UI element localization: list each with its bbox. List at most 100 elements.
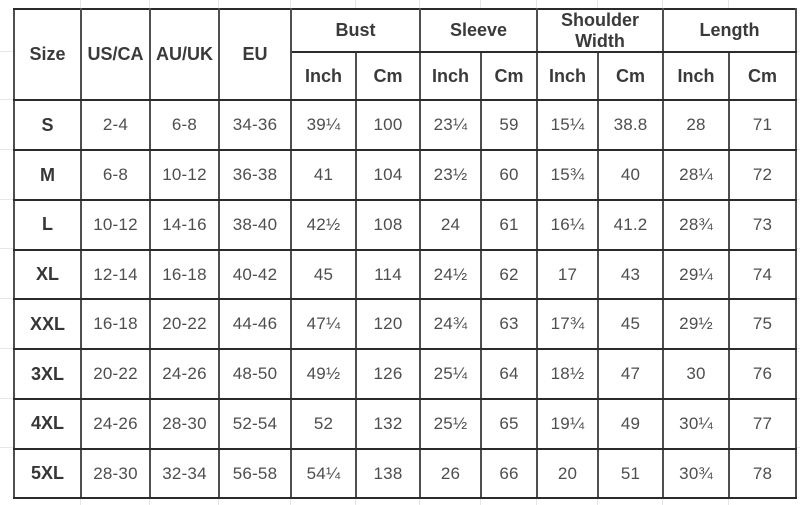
sleeve-cm-value: 63 bbox=[480, 298, 538, 351]
unit-header-bust-inch: Inch bbox=[290, 51, 357, 102]
bust-inch-value: 45 bbox=[290, 248, 357, 301]
column-header-au-uk: AU/UK bbox=[149, 7, 220, 102]
unit-header-sleeve-cm: Cm bbox=[480, 51, 538, 102]
shoulder-inch-value: 17¾ bbox=[536, 298, 599, 351]
length-cm-value: 75 bbox=[728, 298, 798, 351]
us-ca-value: 28-30 bbox=[80, 447, 151, 500]
sleeve-inch-value: 23½ bbox=[419, 149, 482, 201]
sleeve-cm-value: 61 bbox=[480, 198, 538, 251]
sleeve-inch-value: 24¾ bbox=[419, 298, 482, 351]
shoulder-cm-value: 38.8 bbox=[596, 99, 665, 152]
size-label: XL bbox=[13, 248, 82, 301]
bust-inch-value: 52 bbox=[290, 397, 357, 450]
length-inch-value: 28¼ bbox=[662, 149, 731, 201]
column-group-bust: Bust bbox=[290, 7, 421, 54]
unit-header-length-inch: Inch bbox=[662, 51, 731, 102]
us-ca-value: 2-4 bbox=[80, 99, 151, 152]
bust-cm-value: 132 bbox=[355, 397, 421, 450]
shoulder-cm-value: 41.2 bbox=[596, 198, 665, 251]
shoulder-inch-value: 18½ bbox=[536, 348, 599, 400]
unit-header-shoulder-cm: Cm bbox=[596, 51, 665, 102]
eu-value: 38-40 bbox=[218, 198, 292, 251]
size-label: 5XL bbox=[13, 447, 82, 500]
us-ca-value: 24-26 bbox=[80, 397, 151, 450]
table-row-xl: XL 12-14 16-18 40-42 45 114 24½ 62 17 43… bbox=[13, 248, 798, 301]
au-uk-value: 24-26 bbox=[149, 348, 220, 400]
au-uk-value: 28-30 bbox=[149, 397, 220, 450]
length-inch-value: 28 bbox=[662, 99, 731, 152]
shoulder-inch-value: 16¼ bbox=[536, 198, 599, 251]
au-uk-value: 32-34 bbox=[149, 447, 220, 500]
eu-value: 56-58 bbox=[218, 447, 292, 500]
column-group-sleeve: Sleeve bbox=[419, 7, 538, 54]
shoulder-inch-value: 19¼ bbox=[536, 397, 599, 450]
bust-inch-value: 41 bbox=[290, 149, 357, 201]
bust-inch-value: 47¼ bbox=[290, 298, 357, 351]
eu-value: 40-42 bbox=[218, 248, 292, 301]
sleeve-inch-value: 25¼ bbox=[419, 348, 482, 400]
length-inch-value: 30¾ bbox=[662, 447, 731, 500]
table-row-3xl: 3XL 20-22 24-26 48-50 49½ 126 25¼ 64 18½… bbox=[13, 348, 798, 400]
sleeve-cm-value: 64 bbox=[480, 348, 538, 400]
us-ca-value: 12-14 bbox=[80, 248, 151, 301]
us-ca-value: 16-18 bbox=[80, 298, 151, 351]
column-header-size: Size bbox=[13, 7, 82, 102]
au-uk-value: 14-16 bbox=[149, 198, 220, 251]
eu-value: 52-54 bbox=[218, 397, 292, 450]
au-uk-value: 20-22 bbox=[149, 298, 220, 351]
au-uk-value: 6-8 bbox=[149, 99, 220, 152]
shoulder-inch-value: 20 bbox=[536, 447, 599, 500]
au-uk-value: 10-12 bbox=[149, 149, 220, 201]
bust-cm-value: 100 bbox=[355, 99, 421, 152]
shoulder-cm-value: 47 bbox=[596, 348, 665, 400]
bust-cm-value: 114 bbox=[355, 248, 421, 301]
bust-cm-value: 104 bbox=[355, 149, 421, 201]
bust-inch-value: 39¼ bbox=[290, 99, 357, 152]
length-inch-value: 29¼ bbox=[662, 248, 731, 301]
bust-inch-value: 49½ bbox=[290, 348, 357, 400]
bust-cm-value: 120 bbox=[355, 298, 421, 351]
bust-cm-value: 108 bbox=[355, 198, 421, 251]
length-cm-value: 78 bbox=[728, 447, 798, 500]
size-label: XXL bbox=[13, 298, 82, 351]
shoulder-inch-value: 15¼ bbox=[536, 99, 599, 152]
column-header-eu: EU bbox=[218, 7, 292, 102]
unit-header-sleeve-inch: Inch bbox=[419, 51, 482, 102]
column-group-length: Length bbox=[662, 7, 798, 54]
eu-value: 36-38 bbox=[218, 149, 292, 201]
bust-inch-value: 42½ bbox=[290, 198, 357, 251]
size-label: S bbox=[13, 99, 82, 152]
table-row-5xl: 5XL 28-30 32-34 56-58 54¼ 138 26 66 20 5… bbox=[13, 447, 798, 500]
table-row-4xl: 4XL 24-26 28-30 52-54 52 132 25½ 65 19¼ … bbox=[13, 397, 798, 450]
shoulder-inch-value: 15¾ bbox=[536, 149, 599, 201]
shoulder-cm-value: 45 bbox=[596, 298, 665, 351]
sleeve-cm-value: 59 bbox=[480, 99, 538, 152]
us-ca-value: 6-8 bbox=[80, 149, 151, 201]
eu-value: 44-46 bbox=[218, 298, 292, 351]
shoulder-inch-value: 17 bbox=[536, 248, 599, 301]
column-group-shoulder-width: Shoulder Width bbox=[535, 7, 665, 54]
table-row-m: M 6-8 10-12 36-38 41 104 23½ 60 15¾ 40 2… bbox=[13, 149, 798, 201]
length-cm-value: 74 bbox=[728, 248, 798, 301]
length-cm-value: 72 bbox=[728, 149, 798, 201]
length-inch-value: 28¾ bbox=[662, 198, 731, 251]
us-ca-value: 20-22 bbox=[80, 348, 151, 400]
sleeve-cm-value: 65 bbox=[480, 397, 538, 450]
bust-cm-value: 138 bbox=[355, 447, 421, 500]
column-header-us-ca: US/CA bbox=[80, 7, 151, 102]
sleeve-inch-value: 25½ bbox=[419, 397, 482, 450]
table-row-s: S 2-4 6-8 34-36 39¼ 100 23¼ 59 15¼ 38.8 … bbox=[13, 99, 798, 152]
length-cm-value: 77 bbox=[728, 397, 798, 450]
shoulder-cm-value: 49 bbox=[596, 397, 665, 450]
size-label: L bbox=[13, 198, 82, 251]
table-row-l: L 10-12 14-16 38-40 42½ 108 24 61 16¼ 41… bbox=[13, 198, 798, 251]
us-ca-value: 10-12 bbox=[80, 198, 151, 251]
unit-header-length-cm: Cm bbox=[728, 51, 798, 102]
shoulder-cm-value: 51 bbox=[596, 447, 665, 500]
size-label: 3XL bbox=[13, 348, 82, 400]
unit-header-shoulder-inch: Inch bbox=[536, 51, 599, 102]
sleeve-inch-value: 26 bbox=[419, 447, 482, 500]
sleeve-cm-value: 66 bbox=[480, 447, 538, 500]
size-chart-table: Size US/CA AU/UK EU Bust Sleeve Shoulder… bbox=[13, 7, 798, 500]
